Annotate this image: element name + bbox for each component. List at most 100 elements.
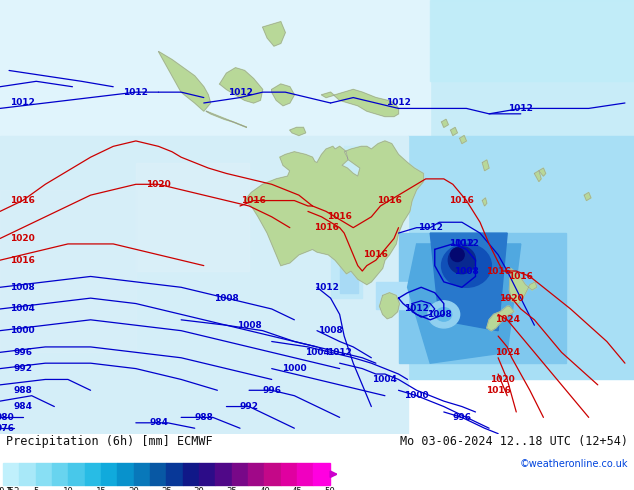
Text: 1008: 1008 <box>427 310 451 319</box>
Text: 1024: 1024 <box>495 348 520 357</box>
Polygon shape <box>272 84 294 106</box>
Bar <box>134 463 150 486</box>
Text: 1016: 1016 <box>486 386 510 395</box>
Text: 1000: 1000 <box>10 326 35 335</box>
Bar <box>52 463 68 486</box>
Ellipse shape <box>428 301 460 328</box>
Text: 984: 984 <box>149 418 168 427</box>
Polygon shape <box>344 147 362 179</box>
Text: 1008: 1008 <box>454 267 479 275</box>
Text: 1020: 1020 <box>146 180 171 189</box>
Text: 1016: 1016 <box>450 196 474 205</box>
Text: 1016: 1016 <box>508 272 533 281</box>
Text: 1016: 1016 <box>241 196 266 205</box>
Bar <box>313 463 330 486</box>
Polygon shape <box>0 190 136 352</box>
Bar <box>248 463 264 486</box>
Bar <box>183 463 199 486</box>
Text: 10: 10 <box>63 487 74 490</box>
Text: 30: 30 <box>194 487 204 490</box>
Bar <box>85 463 101 486</box>
Ellipse shape <box>448 246 476 274</box>
Text: 0.5: 0.5 <box>0 487 15 490</box>
Text: 1008: 1008 <box>214 294 239 303</box>
Text: 1008: 1008 <box>318 326 343 335</box>
Polygon shape <box>206 111 247 127</box>
Bar <box>68 463 85 486</box>
Text: 1012: 1012 <box>386 98 411 107</box>
Text: 45: 45 <box>292 487 302 490</box>
Polygon shape <box>510 269 536 303</box>
Polygon shape <box>136 163 249 271</box>
Text: 1016: 1016 <box>314 223 339 232</box>
Text: 20: 20 <box>129 487 139 490</box>
Text: 1012: 1012 <box>418 223 443 232</box>
Polygon shape <box>399 233 566 363</box>
Polygon shape <box>321 90 399 117</box>
Bar <box>281 463 297 486</box>
Polygon shape <box>219 68 262 103</box>
Text: 1020: 1020 <box>500 294 524 303</box>
Text: 996: 996 <box>262 386 281 395</box>
Text: 1016: 1016 <box>363 250 388 259</box>
Text: 992: 992 <box>13 364 32 373</box>
Text: 2: 2 <box>13 487 19 490</box>
Polygon shape <box>430 0 634 81</box>
Polygon shape <box>330 244 362 298</box>
Bar <box>117 463 134 486</box>
Text: 1: 1 <box>7 487 13 490</box>
Text: 1024: 1024 <box>495 316 520 324</box>
Text: 988: 988 <box>13 386 32 395</box>
Text: 1016: 1016 <box>327 212 352 221</box>
Bar <box>216 463 232 486</box>
Text: 15: 15 <box>96 487 107 490</box>
Ellipse shape <box>436 308 451 321</box>
Text: 1020: 1020 <box>490 375 515 384</box>
Text: 1012: 1012 <box>314 283 339 292</box>
Polygon shape <box>262 22 285 46</box>
Text: 1012: 1012 <box>450 240 474 248</box>
Polygon shape <box>539 168 546 176</box>
Ellipse shape <box>451 248 464 262</box>
Polygon shape <box>460 136 467 144</box>
Polygon shape <box>340 260 358 293</box>
Polygon shape <box>487 306 514 331</box>
Text: 1012: 1012 <box>124 88 148 97</box>
Bar <box>3 463 20 486</box>
Text: 1000: 1000 <box>282 364 307 373</box>
Polygon shape <box>0 136 408 434</box>
Text: Precipitation (6h) [mm] ECMWF: Precipitation (6h) [mm] ECMWF <box>6 435 213 448</box>
Polygon shape <box>534 171 541 182</box>
Text: 976: 976 <box>0 424 14 433</box>
Polygon shape <box>0 0 430 136</box>
Text: 988: 988 <box>195 413 213 422</box>
Bar <box>150 463 166 486</box>
Text: 996: 996 <box>453 413 472 422</box>
Bar <box>101 463 117 486</box>
Bar <box>199 463 216 486</box>
Bar <box>297 463 313 486</box>
Text: 1012: 1012 <box>404 304 429 314</box>
Polygon shape <box>482 160 489 171</box>
Text: 1016: 1016 <box>377 196 402 205</box>
Text: 1012: 1012 <box>454 240 479 248</box>
Text: 1012: 1012 <box>508 104 533 113</box>
Bar <box>264 463 281 486</box>
Polygon shape <box>158 51 210 111</box>
Text: 1016: 1016 <box>486 267 510 275</box>
Text: 1008: 1008 <box>236 321 261 330</box>
Polygon shape <box>430 0 634 136</box>
Text: 1016: 1016 <box>10 196 35 205</box>
Bar <box>232 463 248 486</box>
Bar <box>166 463 183 486</box>
Ellipse shape <box>441 244 491 287</box>
Text: 1012: 1012 <box>327 348 352 357</box>
Text: 1020: 1020 <box>10 234 35 243</box>
Polygon shape <box>584 193 591 200</box>
Text: 984: 984 <box>13 402 32 411</box>
Text: 35: 35 <box>226 487 237 490</box>
Text: ©weatheronline.co.uk: ©weatheronline.co.uk <box>519 459 628 469</box>
Polygon shape <box>441 119 448 127</box>
Text: 1004: 1004 <box>10 304 35 314</box>
Bar <box>36 463 52 486</box>
